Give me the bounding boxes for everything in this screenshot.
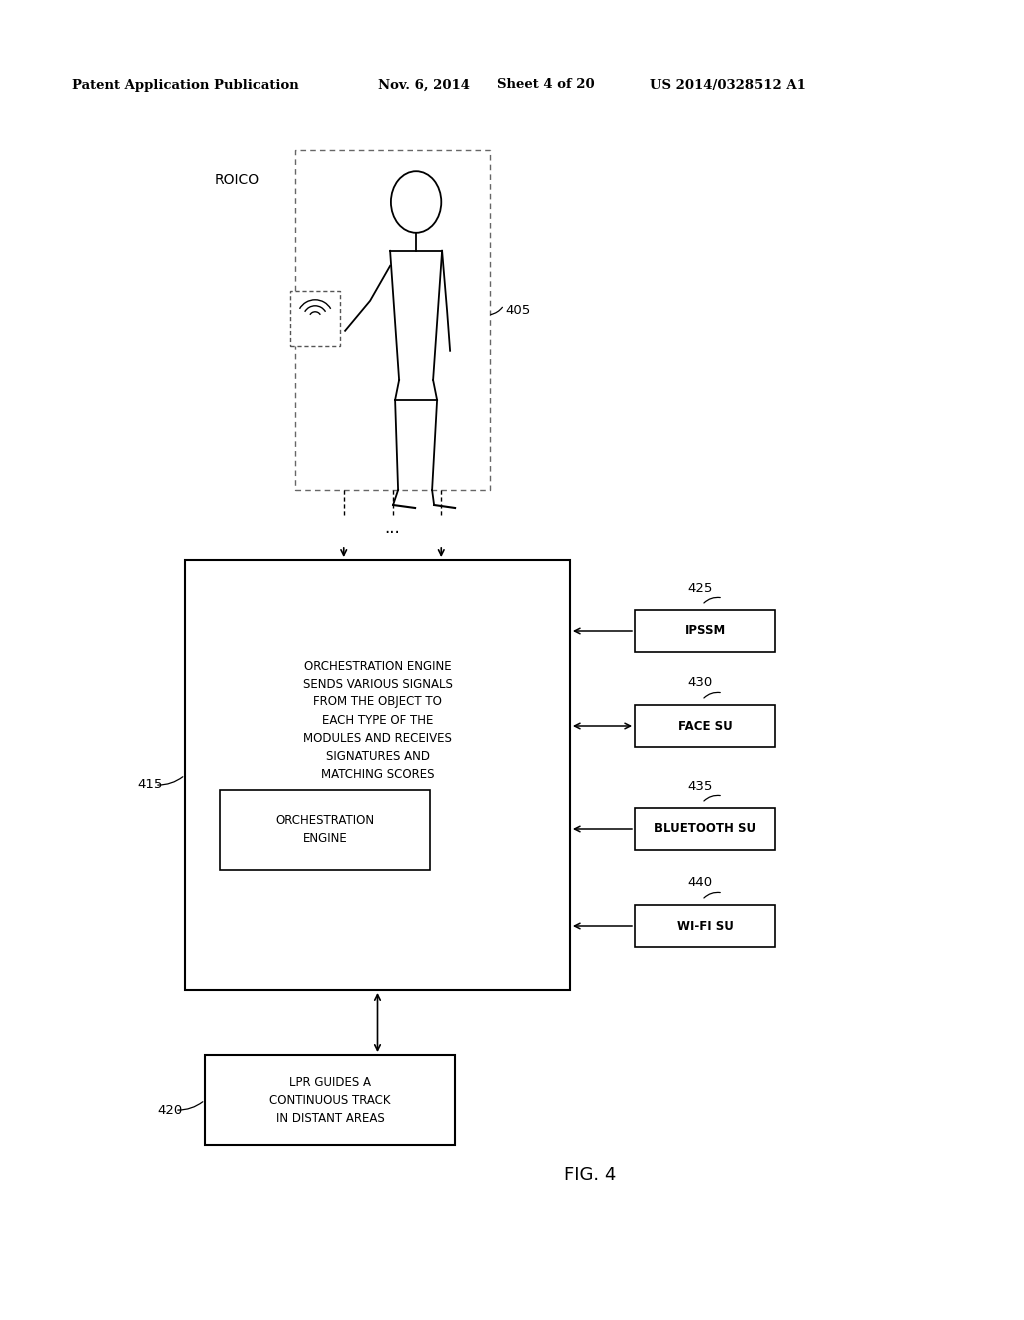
Bar <box>220 789 430 870</box>
Text: FIG. 4: FIG. 4 <box>564 1166 616 1184</box>
Text: WI-FI SU: WI-FI SU <box>677 920 733 932</box>
Bar <box>635 610 775 652</box>
Text: US 2014/0328512 A1: US 2014/0328512 A1 <box>650 78 806 91</box>
Text: LPR GUIDES A
CONTINUOUS TRACK
IN DISTANT AREAS: LPR GUIDES A CONTINUOUS TRACK IN DISTANT… <box>269 1076 391 1125</box>
Text: 440: 440 <box>687 876 713 890</box>
Text: 435: 435 <box>687 780 713 792</box>
Text: ...: ... <box>385 519 400 537</box>
Text: Patent Application Publication: Patent Application Publication <box>72 78 299 91</box>
Bar <box>205 1055 455 1144</box>
Text: FACE SU: FACE SU <box>678 719 732 733</box>
Bar <box>635 808 775 850</box>
Text: IPSSM: IPSSM <box>684 624 726 638</box>
Text: 425: 425 <box>687 582 713 594</box>
Text: 420: 420 <box>157 1104 182 1117</box>
Text: Nov. 6, 2014: Nov. 6, 2014 <box>378 78 470 91</box>
Bar <box>295 150 490 490</box>
Text: ROICO: ROICO <box>215 173 260 187</box>
Text: 430: 430 <box>687 676 713 689</box>
Text: 405: 405 <box>505 304 530 317</box>
Text: ORCHESTRATION ENGINE
SENDS VARIOUS SIGNALS
FROM THE OBJECT TO
EACH TYPE OF THE
M: ORCHESTRATION ENGINE SENDS VARIOUS SIGNA… <box>302 660 453 780</box>
Text: 415: 415 <box>137 779 163 792</box>
Text: ORCHESTRATION
ENGINE: ORCHESTRATION ENGINE <box>275 814 375 846</box>
Bar <box>635 906 775 946</box>
Bar <box>290 290 340 346</box>
Bar <box>185 560 570 990</box>
Text: Sheet 4 of 20: Sheet 4 of 20 <box>497 78 595 91</box>
Text: BLUETOOTH SU: BLUETOOTH SU <box>654 822 756 836</box>
Bar <box>635 705 775 747</box>
